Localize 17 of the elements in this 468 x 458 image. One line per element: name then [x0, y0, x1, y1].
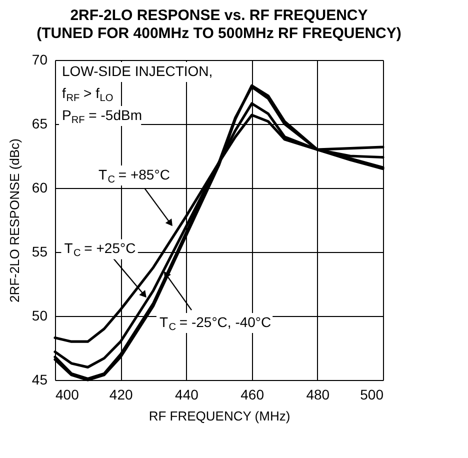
- x-tick-label: 460: [240, 386, 264, 402]
- x-tick-label: 480: [306, 386, 330, 402]
- y-tick-label: 60: [32, 180, 48, 196]
- y-tick-label: 65: [32, 116, 48, 132]
- y-axis-title: 2RF-2LO RESPONSE (dBc): [6, 138, 22, 302]
- annotation: LOW-SIDE INJECTION,: [62, 63, 213, 79]
- x-axis-title: RF FREQUENCY (MHz): [148, 408, 290, 424]
- chart-title: 2RF-2LO RESPONSE vs. RF FREQUENCY: [70, 7, 368, 24]
- y-tick-label: 55: [32, 244, 48, 260]
- x-tick-label: 500: [360, 386, 384, 402]
- x-tick-label: 400: [56, 386, 80, 402]
- x-tick-label: 420: [109, 386, 133, 402]
- y-tick-label: 50: [32, 308, 48, 324]
- y-tick-label: 70: [32, 52, 48, 68]
- chart-subtitle: (TUNED FOR 400MHz TO 500MHz RF FREQUENCY): [36, 25, 402, 42]
- x-tick-label: 440: [175, 386, 199, 402]
- y-tick-label: 45: [32, 372, 48, 388]
